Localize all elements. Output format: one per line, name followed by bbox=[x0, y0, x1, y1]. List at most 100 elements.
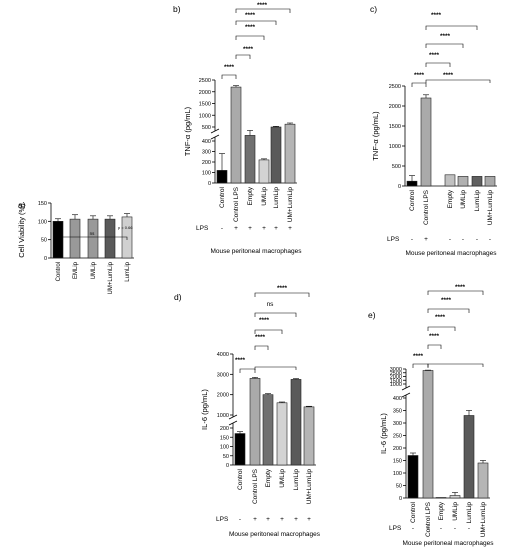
p5-y-tick-label: 400 bbox=[393, 396, 402, 402]
p4-lps-label: LPS bbox=[216, 516, 229, 523]
p3-lps-sign-0: - bbox=[411, 236, 413, 243]
p2-annotation-2: **** bbox=[245, 24, 256, 31]
p1-bracket-0 bbox=[57, 236, 128, 240]
p1-category-label-0: Control bbox=[56, 262, 62, 281]
p5-y-tick-label: 250 bbox=[393, 434, 402, 440]
p2-category-label-2: Empty bbox=[247, 186, 254, 205]
p4-y-tick-label: 3000 bbox=[217, 372, 229, 378]
p3-bracket-4 bbox=[425, 79, 491, 83]
p2-bar-5 bbox=[284, 123, 296, 184]
p2-bar-1 bbox=[230, 86, 242, 184]
p5-annotation-3: **** bbox=[441, 297, 452, 304]
p4-category-label-1: Control LPS bbox=[252, 468, 259, 504]
p2-y-tick-label: 1000 bbox=[199, 113, 211, 119]
p4-annotation-3: ns bbox=[267, 301, 275, 308]
p4-bracket-1 bbox=[254, 345, 269, 350]
p4-bar-2 bbox=[262, 394, 274, 466]
p5-bracket-5 bbox=[427, 363, 484, 367]
p3-category-label-2: Empty bbox=[447, 189, 454, 208]
p1-annotation-1: p = 0.66 bbox=[118, 225, 133, 230]
p2-annotation-3: **** bbox=[245, 12, 256, 19]
p3-y-tick-label: 500 bbox=[392, 164, 401, 170]
p3-category-label-0: Control bbox=[409, 189, 416, 211]
p5-lps-sign-5: - bbox=[482, 525, 484, 532]
p2-y-tick-label: 2000 bbox=[199, 90, 211, 96]
p2-y-tick-label: 400 bbox=[202, 139, 211, 145]
p5-lps-sign-4: - bbox=[468, 525, 470, 532]
p4-bar-4 bbox=[290, 379, 302, 466]
p5-y-tick-label: 350 bbox=[393, 409, 402, 415]
p3-bracket-1 bbox=[425, 62, 451, 67]
p5-annotation-0: **** bbox=[413, 353, 424, 360]
p1-y-tick-label: 0 bbox=[44, 256, 47, 262]
p5-category-label-5: UM+LumLip bbox=[480, 502, 487, 538]
p5-y-tick-label: 1500 bbox=[390, 378, 402, 384]
p4-bracket-3 bbox=[254, 312, 297, 317]
p5-y-tick-label: 300 bbox=[393, 421, 402, 427]
p2-y-tick-label: 300 bbox=[202, 150, 211, 156]
p3-bar-4 bbox=[471, 176, 483, 187]
p1-y-tick-label: 50 bbox=[41, 238, 47, 244]
p2-axis-break-mark bbox=[210, 134, 220, 140]
p2-axis-break-gap bbox=[211, 131, 219, 137]
p2-bracket-2 bbox=[235, 35, 265, 40]
p3-x-axis-title: Mouse peritoneal macrophages bbox=[405, 250, 497, 257]
p4-lps-sign-3: + bbox=[280, 516, 284, 523]
p5-y-tick-label: 100 bbox=[393, 471, 402, 477]
p2-annotation-4: **** bbox=[257, 2, 268, 9]
p5-bar-1 bbox=[422, 370, 434, 499]
p2-lps-sign-0: - bbox=[221, 225, 223, 232]
p5-axis-break-mark bbox=[401, 392, 411, 398]
p3-lps-label: LPS bbox=[387, 236, 400, 243]
p5-y-tick-label: 2500 bbox=[390, 371, 402, 377]
p3-bracket-0 bbox=[411, 82, 427, 87]
p2-y-tick-label: 100 bbox=[202, 171, 211, 177]
p5-bracket-0 bbox=[412, 363, 429, 368]
p5-y-tick-label: 2000 bbox=[390, 375, 402, 381]
p4-annotation-1: **** bbox=[255, 334, 266, 341]
p2-y-tick-label: 1500 bbox=[199, 102, 211, 108]
p4-bracket-0 bbox=[239, 368, 256, 373]
p5-lps-sign-3: - bbox=[454, 525, 456, 532]
p4-annotation-4: **** bbox=[277, 285, 288, 292]
p4-panel-label: d) bbox=[174, 292, 182, 302]
p2-lps-label: LPS bbox=[196, 225, 209, 232]
p4-category-label-5: UM+LumLip bbox=[306, 469, 313, 505]
p1-y-tick-label: 100 bbox=[38, 219, 47, 225]
p2-y-tick-label: 2500 bbox=[199, 78, 211, 84]
p5-category-label-3: UMLip bbox=[452, 502, 459, 521]
p5-axis-break-mark bbox=[401, 385, 411, 391]
p4-y-tick-label: 1000 bbox=[217, 413, 229, 419]
p2-category-label-1: Control LPS bbox=[233, 186, 240, 222]
p4-y-tick-label: 100 bbox=[220, 445, 229, 451]
p3-panel-label: c) bbox=[370, 4, 377, 14]
p2-category-label-3: UMLip bbox=[261, 187, 268, 206]
p3-category-label-5: UM+LumLip bbox=[487, 190, 494, 226]
p2-y-tick-label: 0 bbox=[208, 181, 211, 187]
p2-lps-sign-2: + bbox=[248, 225, 252, 232]
p3-annotation-3: **** bbox=[431, 12, 442, 19]
p3-bar-0 bbox=[406, 180, 418, 187]
p3-y-tick-label: 1500 bbox=[389, 124, 401, 130]
p1-bar-1 bbox=[69, 218, 81, 259]
p1-bar-2 bbox=[87, 218, 99, 259]
p5-annotation-1: **** bbox=[429, 333, 440, 340]
p5-annotation-4: **** bbox=[455, 284, 466, 291]
p5-bar-3 bbox=[449, 495, 461, 499]
p3-y-tick-label: 0 bbox=[398, 184, 401, 190]
p4-category-label-3: UMLip bbox=[279, 469, 286, 488]
p2-lps-sign-1: + bbox=[234, 225, 238, 232]
p3-annotation-4: **** bbox=[443, 72, 454, 79]
p4-bar-3 bbox=[276, 402, 288, 466]
p5-y-tick-label: 50 bbox=[396, 484, 402, 490]
p4-annotation-0: **** bbox=[235, 357, 246, 364]
p4-axis-break-mark bbox=[228, 414, 238, 420]
p3-lps-sign-1: + bbox=[424, 236, 428, 243]
p2-category-label-4: LumLip bbox=[273, 187, 280, 209]
p4-axis-break-mark bbox=[228, 420, 238, 426]
p5-y-tick-label: 3000 bbox=[390, 367, 402, 373]
p2-lps-sign-4: + bbox=[274, 225, 278, 232]
p4-y-tick-label: 2000 bbox=[217, 393, 229, 399]
p2-bar-3 bbox=[258, 159, 270, 184]
p3-annotation-0: **** bbox=[414, 72, 425, 79]
